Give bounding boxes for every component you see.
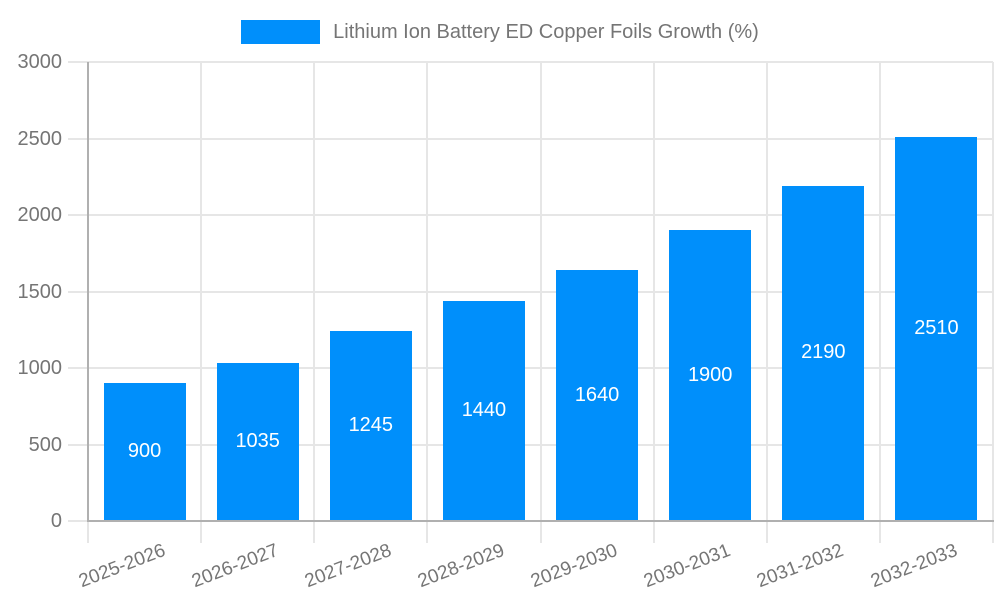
legend[interactable]: Lithium Ion Battery ED Copper Foils Grow…: [0, 19, 1000, 45]
x-gridline: [539, 62, 542, 543]
legend-swatch-icon: [241, 20, 321, 44]
x-gridline: [652, 62, 655, 543]
bar[interactable]: 1035: [216, 362, 299, 520]
y-axis-tick-label: 3000: [17, 51, 63, 73]
y-gridline: [68, 61, 993, 63]
x-axis-label: 2030-2031: [641, 540, 734, 593]
x-gridline: [200, 62, 203, 543]
y-axis-tick-label: 1500: [17, 280, 63, 303]
bar-value-label: 900: [127, 440, 162, 463]
bar-value-label: 1245: [348, 413, 394, 436]
bar[interactable]: 1440: [442, 300, 525, 520]
bar-value-label: 1640: [574, 383, 620, 406]
x-axis-label: 2026-2027: [188, 540, 282, 593]
x-gridline: [992, 62, 994, 543]
x-axis-label: 2032-2033: [867, 540, 960, 593]
x-axis-label: 2027-2028: [301, 540, 395, 593]
bar[interactable]: 900: [103, 383, 186, 520]
bar[interactable]: 1640: [556, 270, 639, 520]
x-axis-label: 2031-2032: [754, 540, 847, 593]
y-axis-tick-label: 0: [50, 510, 62, 532]
bar[interactable]: 1245: [329, 330, 412, 520]
bar-value-label: 2510: [914, 316, 959, 339]
y-axis-line: [87, 62, 89, 522]
y-axis-tick-label: 1000: [17, 357, 63, 379]
x-axis-line: [87, 520, 994, 522]
bar-value-label: 1440: [461, 398, 507, 421]
x-axis-label: 2025-2026: [75, 540, 169, 593]
x-gridline: [426, 62, 429, 543]
x-gridline: [878, 62, 881, 543]
y-gridline: [68, 290, 993, 293]
y-axis-tick-label: 2000: [17, 204, 63, 226]
bar-value-label: 2190: [801, 341, 846, 364]
bar[interactable]: 2510: [895, 136, 978, 520]
legend-label: Lithium Ion Battery ED Copper Foils Grow…: [333, 20, 759, 43]
y-axis-tick-label: 500: [28, 433, 62, 456]
x-axis-label: 2028-2029: [415, 540, 508, 593]
bar-value-label: 1900: [687, 363, 733, 386]
bar[interactable]: 2190: [782, 185, 865, 520]
y-gridline: [68, 443, 993, 446]
y-gridline: [68, 367, 993, 369]
x-axis-label: 2029-2030: [528, 540, 621, 593]
x-gridline: [313, 62, 316, 543]
bar[interactable]: 1900: [669, 230, 752, 520]
x-gridline: [765, 62, 768, 543]
bar-value-label: 1035: [235, 429, 280, 452]
y-gridline: [68, 214, 993, 216]
y-axis-tick-label: 2500: [17, 127, 63, 150]
y-gridline: [68, 137, 993, 140]
